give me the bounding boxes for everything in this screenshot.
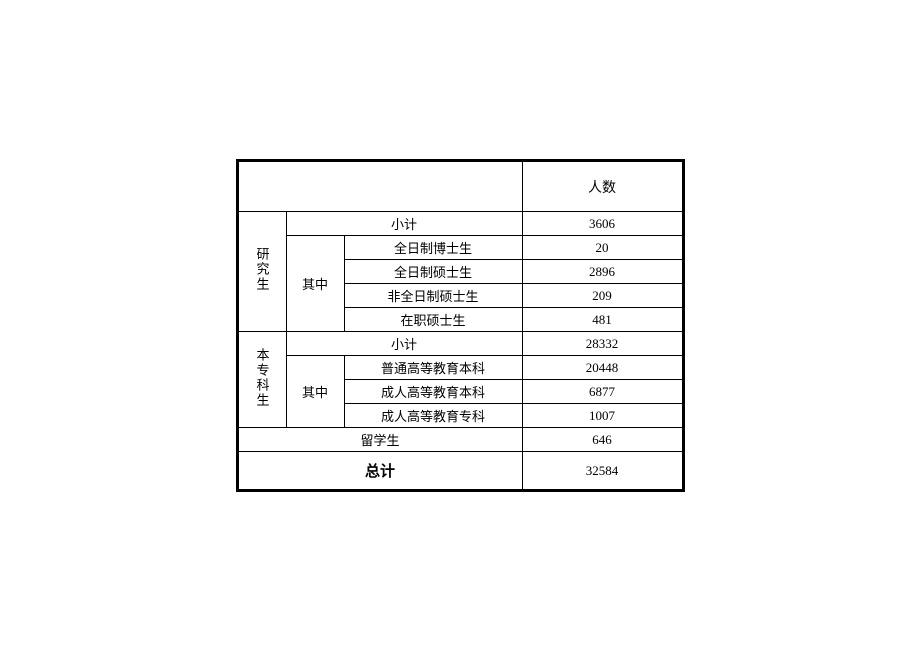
subgroup-label-cell: 其中 <box>286 236 344 332</box>
category-cell-undergrad: 本专科生 <box>238 332 286 428</box>
total-label-cell: 总计 <box>238 452 522 490</box>
table-row: 本专科生 小计 28332 <box>238 332 682 356</box>
row-label-cell: 成人高等教育本科 <box>344 380 522 404</box>
intl-label-cell: 留学生 <box>238 428 522 452</box>
subgroup-label-cell: 其中 <box>286 356 344 428</box>
data-table: 人数 研究生 小计 3606 其中 全日制博士生 20 全日制硕士生 2896 … <box>238 161 683 490</box>
table-row: 留学生 646 <box>238 428 682 452</box>
row-label-cell: 在职硕士生 <box>344 308 522 332</box>
table-row: 其中 普通高等教育本科 20448 <box>238 356 682 380</box>
subtotal-label-cell: 小计 <box>286 212 522 236</box>
row-value-cell: 1007 <box>522 404 682 428</box>
header-value-col: 人数 <box>522 162 682 212</box>
total-value-cell: 32584 <box>522 452 682 490</box>
header-empty-cell <box>238 162 522 212</box>
row-value-cell: 6877 <box>522 380 682 404</box>
student-stats-table: 人数 研究生 小计 3606 其中 全日制博士生 20 全日制硕士生 2896 … <box>236 159 685 492</box>
row-value-cell: 481 <box>522 308 682 332</box>
category-cell-grad: 研究生 <box>238 212 286 332</box>
table-row: 其中 全日制博士生 20 <box>238 236 682 260</box>
category-label: 研究生 <box>253 247 272 292</box>
subtotal-value-cell: 28332 <box>522 332 682 356</box>
subtotal-label-cell: 小计 <box>286 332 522 356</box>
subtotal-value-cell: 3606 <box>522 212 682 236</box>
row-label-cell: 成人高等教育专科 <box>344 404 522 428</box>
row-label-cell: 全日制硕士生 <box>344 260 522 284</box>
table-row: 研究生 小计 3606 <box>238 212 682 236</box>
category-label: 本专科生 <box>253 348 272 408</box>
row-label-cell: 普通高等教育本科 <box>344 356 522 380</box>
intl-value-cell: 646 <box>522 428 682 452</box>
table-header-row: 人数 <box>238 162 682 212</box>
row-value-cell: 20 <box>522 236 682 260</box>
row-label-cell: 全日制博士生 <box>344 236 522 260</box>
row-value-cell: 2896 <box>522 260 682 284</box>
row-value-cell: 20448 <box>522 356 682 380</box>
row-value-cell: 209 <box>522 284 682 308</box>
row-label-cell: 非全日制硕士生 <box>344 284 522 308</box>
table-total-row: 总计 32584 <box>238 452 682 490</box>
